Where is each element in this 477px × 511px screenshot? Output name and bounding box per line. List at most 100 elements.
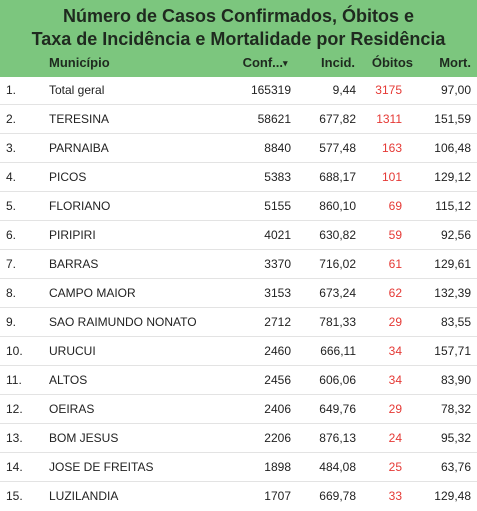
municipio: FLORIANO [49,199,111,213]
row-index: 4. [6,170,17,184]
row-index: 10. [6,344,23,358]
municipio: LUZILANDIA [49,489,119,503]
value-cell: 3175 [375,83,402,97]
value-cell: 129,12 [434,170,471,184]
value-cell: 2456 [264,373,291,387]
value-cell: 34 [388,344,402,358]
value-cell: 9,44 [332,83,356,97]
row-divider [0,394,477,395]
title-line: Taxa de Incidência e Mortalidade por Res… [31,29,446,49]
value-cell: 95,32 [440,431,471,445]
value-cell: 101 [381,170,402,184]
municipio: CAMPO MAIOR [49,286,136,300]
value-cell: 688,17 [319,170,356,184]
value-cell: 58621 [257,112,291,126]
value-cell: 59 [388,228,402,242]
column-header: Município [49,55,110,70]
column-header[interactable]: Óbitos [371,55,413,70]
value-cell: 1707 [264,489,291,503]
value-cell: 666,11 [320,344,356,358]
value-cell: 83,90 [440,373,471,387]
value-cell: 860,10 [319,199,356,213]
value-cell: 2460 [264,344,291,358]
municipio: PARNAIBA [49,141,109,155]
value-cell: 33 [388,489,402,503]
value-cell: 61 [388,257,402,271]
row-index: 15. [6,489,23,503]
value-cell: 5155 [264,199,291,213]
value-cell: 83,55 [440,315,471,329]
column-header[interactable]: Mort. [439,55,471,70]
municipio: PICOS [49,170,87,184]
row-divider [0,423,477,424]
value-cell: 2712 [264,315,291,329]
column-header[interactable]: Incid. [321,55,355,70]
value-cell: 165319 [250,83,291,97]
value-cell: 716,02 [319,257,356,271]
value-cell: 3370 [264,257,291,271]
value-cell: 92,56 [440,228,471,242]
row-index: 14. [6,460,23,474]
value-cell: 29 [388,315,402,329]
value-cell: 63,76 [440,460,471,474]
value-cell: 630,82 [319,228,356,242]
value-cell: 163 [381,141,402,155]
value-cell: 5383 [264,170,291,184]
value-cell: 669,78 [319,489,356,503]
municipio: Total geral [49,83,105,97]
row-index: 1. [6,83,17,97]
row-divider [0,278,477,279]
row-divider [0,104,477,105]
value-cell: 129,61 [434,257,471,271]
row-index: 3. [6,141,17,155]
value-cell: 69 [388,199,402,213]
value-cell: 25 [388,460,402,474]
value-cell: 876,13 [319,431,356,445]
value-cell: 106,48 [434,141,471,155]
municipio: BOM JESUS [49,431,119,445]
value-cell: 97,00 [440,83,471,97]
row-index: 5. [6,199,17,213]
value-cell: 132,39 [434,286,471,300]
value-cell: 606,06 [319,373,356,387]
municipio: BARRAS [49,257,99,271]
row-index: 12. [6,402,23,416]
value-cell: 151,59 [434,112,471,126]
row-divider [0,336,477,337]
value-cell: 677,82 [319,112,356,126]
value-cell: 4021 [264,228,291,242]
row-index: 2. [6,112,17,126]
row-divider [0,249,477,250]
value-cell: 24 [388,431,402,445]
municipio: SAO RAIMUNDO NONATO [49,315,197,329]
header-band: Número de Casos Confirmados, Óbitos e Ta… [0,0,477,77]
value-cell: 673,24 [319,286,356,300]
value-cell: 484,08 [319,460,356,474]
value-cell: 2406 [264,402,291,416]
row-index: 11. [6,373,22,387]
column-header[interactable]: Conf... [242,55,283,70]
sort-icon[interactable]: ▾ [283,58,288,68]
value-cell: 157,71 [434,344,471,358]
value-cell: 129,48 [434,489,471,503]
value-cell: 1898 [264,460,291,474]
municipio: PIRIPIRI [49,228,96,242]
municipio: OEIRAS [49,402,95,416]
title-line: Número de Casos Confirmados, Óbitos e [62,6,415,26]
municipio: URUCUI [49,344,96,358]
row-divider [0,162,477,163]
value-cell: 29 [388,402,402,416]
municipio: ALTOS [49,373,88,387]
value-cell: 577,48 [319,141,356,155]
municipio: JOSE DE FREITAS [49,460,154,474]
row-divider [0,307,477,308]
row-index: 8. [6,286,17,300]
row-index: 7. [6,257,17,271]
value-cell: 34 [388,373,402,387]
row-divider [0,365,477,366]
value-cell: 649,76 [319,402,356,416]
value-cell: 781,33 [319,315,356,329]
value-cell: 62 [388,286,402,300]
value-cell: 2206 [264,431,291,445]
